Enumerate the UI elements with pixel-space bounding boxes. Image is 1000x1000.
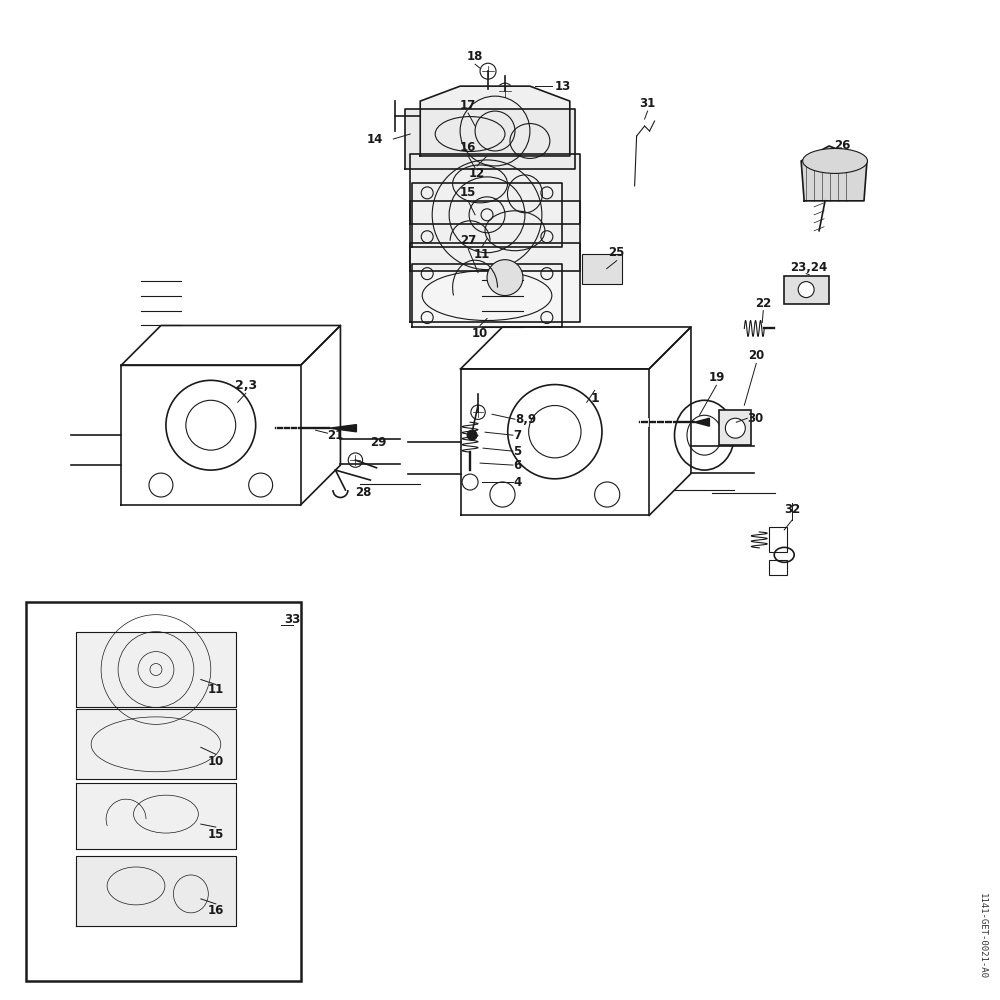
Text: 32: 32 <box>784 503 800 516</box>
Text: 27: 27 <box>460 234 476 247</box>
Text: 6: 6 <box>513 459 521 472</box>
Polygon shape <box>76 856 236 926</box>
Polygon shape <box>76 783 236 849</box>
Text: 2,3: 2,3 <box>235 379 257 392</box>
Polygon shape <box>76 709 236 779</box>
Polygon shape <box>405 109 575 169</box>
Text: 18: 18 <box>467 50 483 63</box>
Text: 10: 10 <box>208 755 224 768</box>
Text: 10: 10 <box>472 327 488 340</box>
Text: 7: 7 <box>513 429 521 442</box>
Circle shape <box>471 405 485 419</box>
Polygon shape <box>694 418 709 426</box>
Circle shape <box>480 63 496 79</box>
Text: 16: 16 <box>208 904 224 917</box>
Bar <box>784 276 829 304</box>
Text: 11: 11 <box>208 683 224 696</box>
Polygon shape <box>410 243 580 322</box>
Text: 17: 17 <box>460 99 476 112</box>
Text: 8,9: 8,9 <box>515 413 536 426</box>
Circle shape <box>462 474 478 490</box>
Circle shape <box>798 282 814 298</box>
Text: 15: 15 <box>460 186 476 199</box>
Circle shape <box>467 430 477 440</box>
Polygon shape <box>412 264 562 327</box>
Text: 1141-GET-0021-A0: 1141-GET-0021-A0 <box>978 893 987 979</box>
Text: 28: 28 <box>355 486 372 499</box>
Text: 13: 13 <box>555 80 571 93</box>
Circle shape <box>725 418 745 438</box>
Circle shape <box>348 453 363 467</box>
Text: 22: 22 <box>755 297 771 310</box>
Polygon shape <box>329 425 356 432</box>
Text: 23,24: 23,24 <box>791 261 828 274</box>
Text: 19: 19 <box>708 371 725 384</box>
Text: 15: 15 <box>208 828 224 841</box>
Text: 12: 12 <box>469 167 485 180</box>
Bar <box>719 410 751 445</box>
Polygon shape <box>412 183 562 247</box>
Polygon shape <box>801 146 867 201</box>
Polygon shape <box>420 86 570 156</box>
Text: 25: 25 <box>608 246 625 259</box>
Bar <box>582 254 622 284</box>
Text: 26: 26 <box>834 139 850 152</box>
Text: 30: 30 <box>747 412 764 425</box>
Text: 11: 11 <box>474 248 490 261</box>
Ellipse shape <box>803 148 867 173</box>
Text: 16: 16 <box>460 141 476 154</box>
Text: 21: 21 <box>327 429 344 442</box>
Bar <box>769 527 787 552</box>
Text: 14: 14 <box>367 133 384 146</box>
Text: 29: 29 <box>370 436 387 449</box>
Circle shape <box>487 260 523 296</box>
Polygon shape <box>410 154 580 224</box>
Circle shape <box>497 83 513 99</box>
Text: 33: 33 <box>284 613 301 626</box>
Text: 20: 20 <box>748 349 764 362</box>
Bar <box>769 560 787 575</box>
Text: 4: 4 <box>513 476 521 489</box>
Polygon shape <box>76 632 236 707</box>
Text: 5: 5 <box>513 445 521 458</box>
Bar <box>26 602 301 981</box>
Polygon shape <box>410 201 580 271</box>
Text: 31: 31 <box>639 97 656 110</box>
Text: 1: 1 <box>590 392 599 405</box>
